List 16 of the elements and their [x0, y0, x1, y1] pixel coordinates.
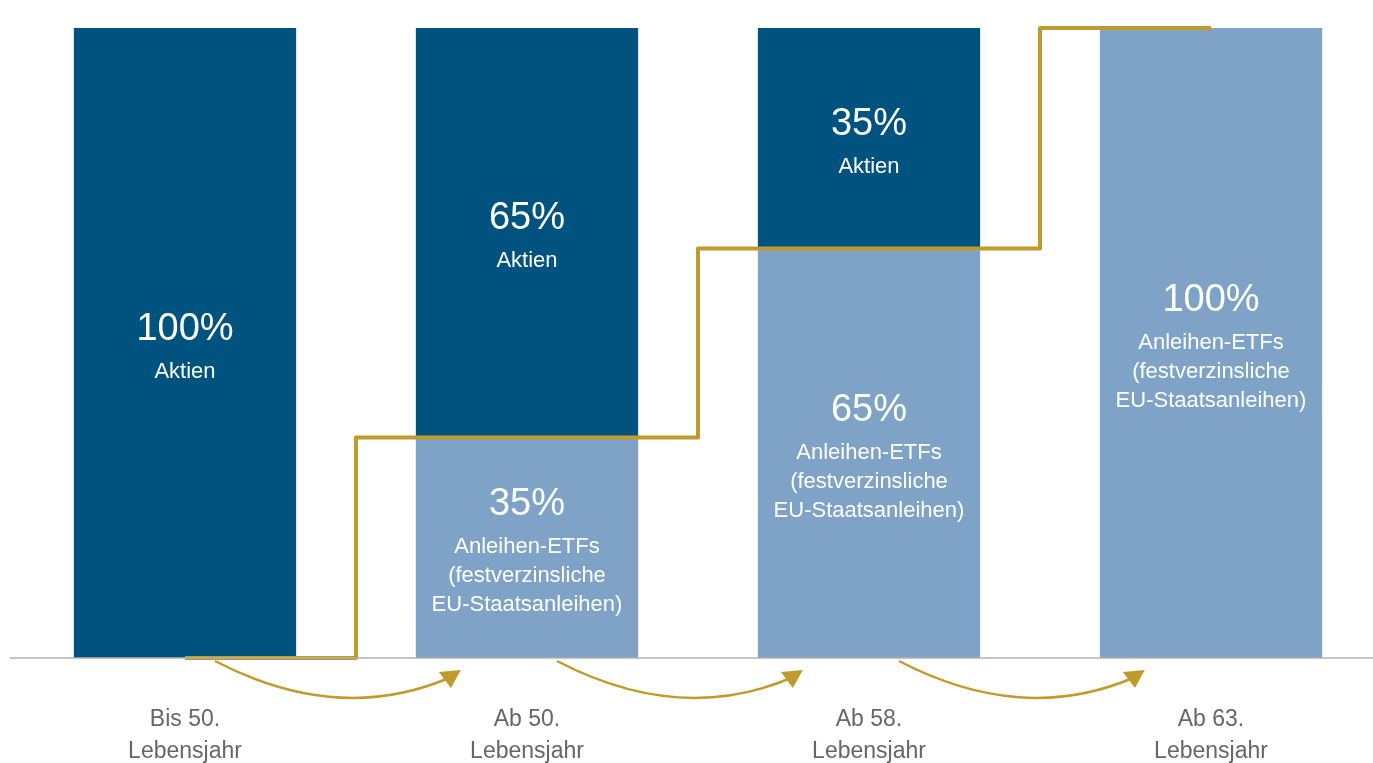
text: Aktien — [154, 357, 216, 383]
series-label: Anleihen-ETFs (festverzinsliche EU-Staatsanleihen) — [431, 533, 623, 617]
x-tick-label: Ab 58. Lebensjahr — [812, 705, 927, 763]
text: Anleihen-ETFs (festverzinsliche EU-Staatsanleihen) — [1115, 328, 1307, 412]
series-label: Aktien — [838, 152, 900, 178]
x-tick-label: Bis 50. Lebensjahr — [128, 705, 243, 763]
data-label: 65% — [830, 386, 908, 429]
data-label: 35% — [830, 100, 908, 143]
data-label: 65% — [488, 195, 566, 238]
data-label: 35% — [488, 481, 566, 524]
text: Anleihen-ETFs (festverzinsliche EU-Staatsanleihen) — [773, 438, 965, 522]
data-label: 100% — [1162, 276, 1260, 319]
x-tick-label: Ab 63. Lebensjahr — [1154, 705, 1269, 763]
data-label: 100% — [136, 305, 234, 348]
x-tick-label: Ab 50. Lebensjahr — [470, 705, 585, 763]
text: Aktien — [496, 247, 558, 273]
